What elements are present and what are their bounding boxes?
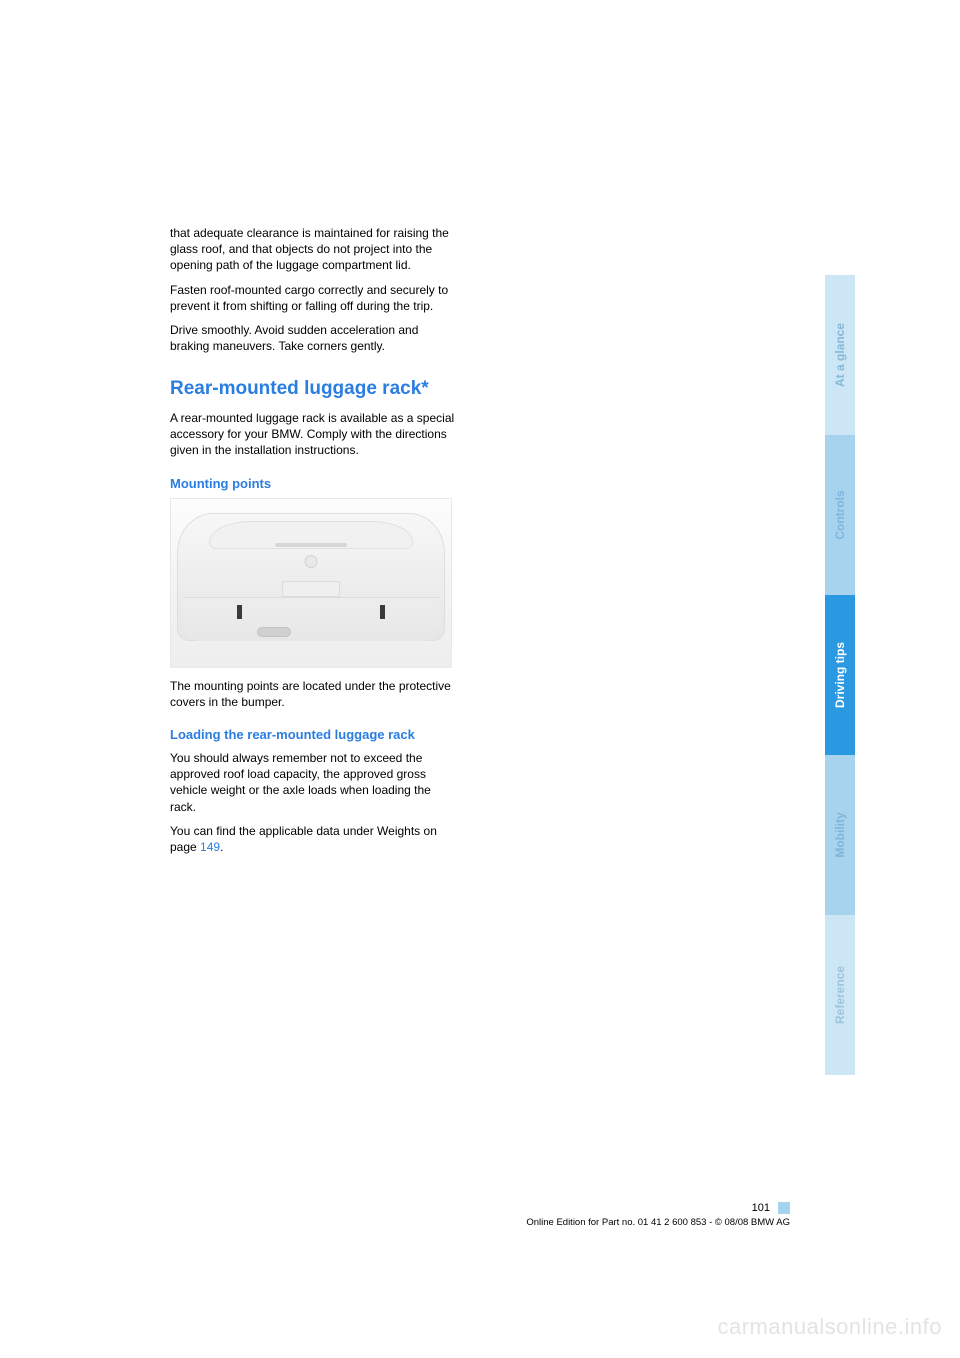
mount-point-right <box>380 605 385 619</box>
page-number-bar <box>778 1202 790 1214</box>
section-heading: Rear-mounted luggage rack* <box>170 376 460 402</box>
subheading-loading-rack: Loading the rear-mounted luggage rack <box>170 726 460 744</box>
paragraph: that adequate clearance is maintained fo… <box>170 225 460 274</box>
content-column: that adequate clearance is maintained fo… <box>170 225 460 863</box>
tab-driving-tips[interactable]: Driving tips <box>825 595 855 755</box>
tab-label: At a glance <box>833 323 847 387</box>
paragraph: Fasten roof-mounted cargo correctly and … <box>170 282 460 314</box>
tab-label: Controls <box>833 490 847 539</box>
car-rear-figure <box>170 498 452 668</box>
bmw-badge-icon <box>305 555 318 568</box>
paragraph: You should always remember not to exceed… <box>170 750 460 815</box>
page-number-block: 101 <box>752 1202 790 1214</box>
tab-at-a-glance[interactable]: At a glance <box>825 275 855 435</box>
tab-reference[interactable]: Reference <box>825 915 855 1075</box>
tab-mobility[interactable]: Mobility <box>825 755 855 915</box>
figure-caption: The mounting points are located under th… <box>170 678 460 710</box>
footer-edition-line: Online Edition for Part no. 01 41 2 600 … <box>526 1217 790 1228</box>
paragraph: A rear-mounted luggage rack is available… <box>170 410 460 459</box>
mount-point-left <box>237 605 242 619</box>
paragraph: You can find the applicable data under W… <box>170 823 460 855</box>
exhaust-shape <box>257 627 291 637</box>
tab-label: Driving tips <box>833 642 847 708</box>
tab-controls[interactable]: Controls <box>825 435 855 595</box>
subheading-mounting-points: Mounting points <box>170 475 460 493</box>
watermark: carmanualsonline.info <box>717 1314 942 1340</box>
text-span: . <box>220 840 223 854</box>
brake-light-shape <box>275 543 347 547</box>
page-link[interactable]: 149 <box>200 840 220 854</box>
page-number: 101 <box>752 1202 776 1214</box>
paragraph: Drive smoothly. Avoid sudden acceleratio… <box>170 322 460 354</box>
tab-label: Reference <box>833 966 847 1024</box>
bumper-shape <box>183 597 439 641</box>
license-plate-shape <box>282 581 340 597</box>
side-tabs: At a glance Controls Driving tips Mobili… <box>825 275 855 1075</box>
manual-page: that adequate clearance is maintained fo… <box>0 0 960 1358</box>
tab-label: Mobility <box>833 812 847 857</box>
